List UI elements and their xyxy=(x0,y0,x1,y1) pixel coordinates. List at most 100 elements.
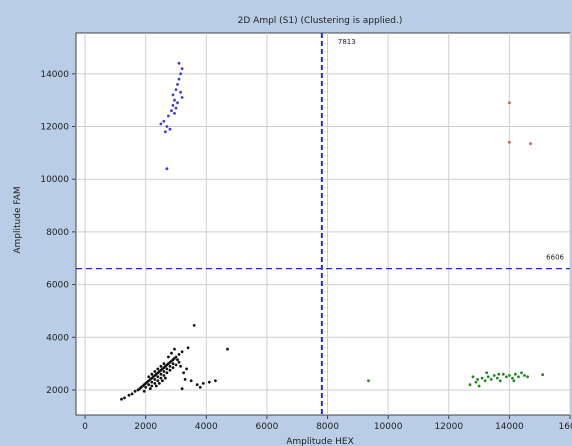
data-point xyxy=(207,380,211,384)
data-point xyxy=(173,112,176,115)
data-point xyxy=(168,364,172,368)
data-point xyxy=(142,389,146,393)
data-point xyxy=(130,392,134,396)
data-point xyxy=(474,380,478,384)
data-point xyxy=(476,378,479,381)
data-point xyxy=(174,88,178,91)
data-point xyxy=(167,114,170,118)
data-point xyxy=(517,375,520,379)
chart-title: 2D Ampl (S1) (Clustering is applied.) xyxy=(238,16,403,26)
data-point xyxy=(177,353,181,356)
y-tick-label: 4000 xyxy=(46,333,69,343)
data-point xyxy=(480,376,484,380)
data-point xyxy=(167,355,170,359)
data-point xyxy=(150,380,154,384)
data-point xyxy=(198,385,202,389)
y-tick-label: 2000 xyxy=(46,386,69,396)
data-point xyxy=(192,324,196,327)
data-point xyxy=(179,72,183,76)
data-point xyxy=(159,364,163,368)
data-point xyxy=(471,375,475,379)
data-point xyxy=(486,375,490,379)
data-point xyxy=(159,372,163,376)
data-point xyxy=(508,140,511,144)
data-point xyxy=(171,362,175,365)
data-point xyxy=(508,374,511,377)
data-point xyxy=(153,378,157,381)
data-point xyxy=(498,379,502,383)
y-axis-label: Amplitude FAM xyxy=(13,186,23,253)
x-tick-label: 2000 xyxy=(134,422,157,432)
data-point xyxy=(179,90,183,94)
x-tick-label: 12000 xyxy=(434,422,463,432)
data-point xyxy=(185,367,189,371)
data-point xyxy=(165,167,169,171)
data-point xyxy=(183,378,187,381)
data-point xyxy=(497,372,501,376)
x-tick-label: 6000 xyxy=(255,422,278,432)
grid-lines xyxy=(76,33,571,415)
data-point xyxy=(195,383,199,387)
data-point xyxy=(156,379,160,383)
data-point xyxy=(170,351,173,355)
data-point xyxy=(180,350,184,354)
data-point xyxy=(171,93,175,97)
data-point xyxy=(523,374,526,377)
data-point xyxy=(159,376,163,380)
data-point xyxy=(180,387,184,391)
data-point xyxy=(150,384,154,388)
data-point xyxy=(520,371,523,375)
data-point xyxy=(147,383,151,387)
data-point xyxy=(164,376,167,380)
data-point xyxy=(477,384,481,388)
data-point xyxy=(159,122,163,126)
data-point xyxy=(201,382,205,385)
data-point xyxy=(162,119,166,123)
x-tick-label: 10000 xyxy=(374,422,403,432)
data-point xyxy=(162,374,166,377)
y-tick-label: 10000 xyxy=(40,175,69,185)
data-point xyxy=(147,375,151,379)
y-tick-label: 12000 xyxy=(40,123,69,133)
data-point xyxy=(508,101,511,105)
data-point xyxy=(468,383,472,387)
data-point xyxy=(226,347,229,351)
data-point xyxy=(176,83,179,86)
threshold-label-horizontal: 6606 xyxy=(546,254,564,262)
data-point xyxy=(168,368,172,372)
data-point xyxy=(164,130,167,134)
data-point xyxy=(177,61,181,65)
x-axis-ticks: 0 2000 4000 6000 8000 10000 12000 14000 1600 xyxy=(82,415,572,432)
data-point xyxy=(168,127,172,131)
data-point xyxy=(165,125,169,128)
data-point xyxy=(154,384,158,388)
data-point xyxy=(180,67,184,70)
data-point xyxy=(127,393,131,397)
data-point xyxy=(170,109,173,113)
data-point xyxy=(174,106,178,110)
data-point xyxy=(483,379,487,383)
plot-area xyxy=(75,32,571,416)
x-tick-label: 0 xyxy=(82,422,88,432)
data-point xyxy=(123,396,126,400)
x-axis-label: Amplitude HEX xyxy=(286,437,354,446)
y-tick-label: 8000 xyxy=(46,228,69,238)
data-point xyxy=(180,96,184,99)
data-point xyxy=(176,358,179,362)
data-point xyxy=(505,375,508,379)
data-point xyxy=(176,101,179,105)
data-point xyxy=(173,347,176,351)
data-points xyxy=(120,61,545,401)
x-tick-label: 4000 xyxy=(195,422,218,432)
data-point xyxy=(541,373,545,377)
data-point xyxy=(153,382,157,385)
data-point xyxy=(177,360,181,364)
data-point xyxy=(186,346,190,350)
data-point xyxy=(514,372,517,376)
data-point xyxy=(144,385,148,389)
data-point xyxy=(485,371,489,375)
y-tick-label: 6000 xyxy=(46,281,69,291)
data-point xyxy=(120,397,123,401)
data-point xyxy=(162,370,166,373)
data-point xyxy=(161,379,164,383)
